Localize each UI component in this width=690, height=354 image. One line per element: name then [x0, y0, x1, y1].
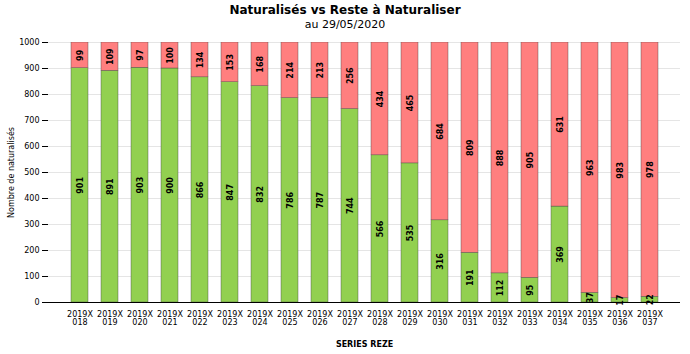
svg-text:153: 153: [226, 54, 235, 71]
svg-text:700: 700: [24, 116, 39, 125]
svg-text:631: 631: [556, 116, 565, 133]
svg-text:256: 256: [346, 67, 355, 84]
svg-text:2019X034: 2019X034: [547, 310, 573, 327]
svg-text:2019X031: 2019X031: [457, 310, 483, 327]
svg-text:0: 0: [34, 298, 39, 307]
svg-text:100: 100: [166, 47, 175, 64]
svg-text:566: 566: [376, 220, 385, 237]
svg-text:37: 37: [586, 292, 595, 303]
svg-text:1000: 1000: [19, 38, 39, 47]
svg-text:866: 866: [196, 181, 205, 198]
svg-text:134: 134: [196, 51, 205, 68]
svg-text:888: 888: [496, 149, 505, 166]
svg-text:800: 800: [24, 90, 39, 99]
svg-text:2019X019: 2019X019: [97, 310, 123, 327]
svg-text:535: 535: [406, 224, 415, 241]
svg-text:787: 787: [316, 192, 325, 209]
svg-text:465: 465: [406, 94, 415, 111]
svg-text:2019X037: 2019X037: [637, 310, 663, 327]
svg-text:500: 500: [24, 168, 39, 177]
svg-text:2019X020: 2019X020: [127, 310, 153, 327]
svg-text:684: 684: [436, 123, 445, 140]
svg-text:2019X030: 2019X030: [427, 310, 453, 327]
svg-text:400: 400: [24, 194, 39, 203]
svg-text:832: 832: [256, 186, 265, 203]
svg-text:97: 97: [136, 50, 145, 61]
svg-text:109: 109: [106, 48, 115, 65]
svg-text:316: 316: [436, 253, 445, 270]
svg-text:Nombre de naturalisés: Nombre de naturalisés: [6, 127, 16, 218]
svg-text:600: 600: [24, 142, 39, 151]
svg-text:214: 214: [286, 62, 295, 79]
svg-text:191: 191: [466, 269, 475, 286]
svg-text:2019X024: 2019X024: [247, 310, 273, 327]
svg-text:2019X032: 2019X032: [487, 310, 513, 327]
svg-text:847: 847: [226, 184, 235, 201]
svg-text:99: 99: [76, 49, 85, 61]
svg-text:963: 963: [586, 159, 595, 176]
html-text:au 29/05/2020: au 29/05/2020: [304, 18, 386, 31]
svg-text:900: 900: [166, 177, 175, 194]
svg-text:434: 434: [376, 90, 385, 107]
svg-text:903: 903: [136, 177, 145, 194]
svg-text:905: 905: [526, 151, 535, 168]
svg-text:SERIES REZE: SERIES REZE: [336, 340, 393, 349]
svg-text:744: 744: [346, 197, 355, 214]
svg-text:2019X027: 2019X027: [337, 310, 363, 327]
svg-text:369: 369: [556, 246, 565, 263]
svg-text:2019X036: 2019X036: [607, 310, 633, 327]
svg-text:891: 891: [106, 178, 115, 195]
svg-text:786: 786: [286, 192, 295, 209]
svg-text:2019X018: 2019X018: [67, 310, 93, 327]
svg-text:2019X035: 2019X035: [577, 310, 603, 327]
svg-text:300: 300: [24, 220, 39, 229]
svg-text:900: 900: [24, 64, 39, 73]
svg-text:2019X033: 2019X033: [517, 310, 543, 327]
svg-text:978: 978: [646, 161, 655, 178]
svg-text:2019X021: 2019X021: [157, 310, 183, 327]
svg-text:168: 168: [256, 56, 265, 73]
svg-text:17: 17: [616, 295, 625, 306]
svg-text:901: 901: [76, 177, 85, 194]
svg-text:200: 200: [24, 246, 39, 255]
svg-text:112: 112: [496, 280, 505, 297]
svg-text:809: 809: [466, 139, 475, 156]
svg-text:213: 213: [316, 62, 325, 79]
svg-text:100: 100: [24, 272, 39, 281]
svg-text:2019X026: 2019X026: [307, 310, 333, 327]
svg-text:22: 22: [646, 294, 655, 305]
svg-text:2019X023: 2019X023: [217, 310, 243, 327]
svg-text:95: 95: [526, 284, 535, 296]
html-text:Naturalisés vs Reste à Natural: Naturalisés vs Reste à Naturaliser: [229, 3, 461, 17]
svg-text:2019X022: 2019X022: [187, 310, 213, 327]
svg-text:983: 983: [616, 162, 625, 179]
svg-text:2019X028: 2019X028: [367, 310, 393, 327]
svg-text:2019X025: 2019X025: [277, 310, 303, 327]
svg-text:2019X029: 2019X029: [397, 310, 423, 327]
